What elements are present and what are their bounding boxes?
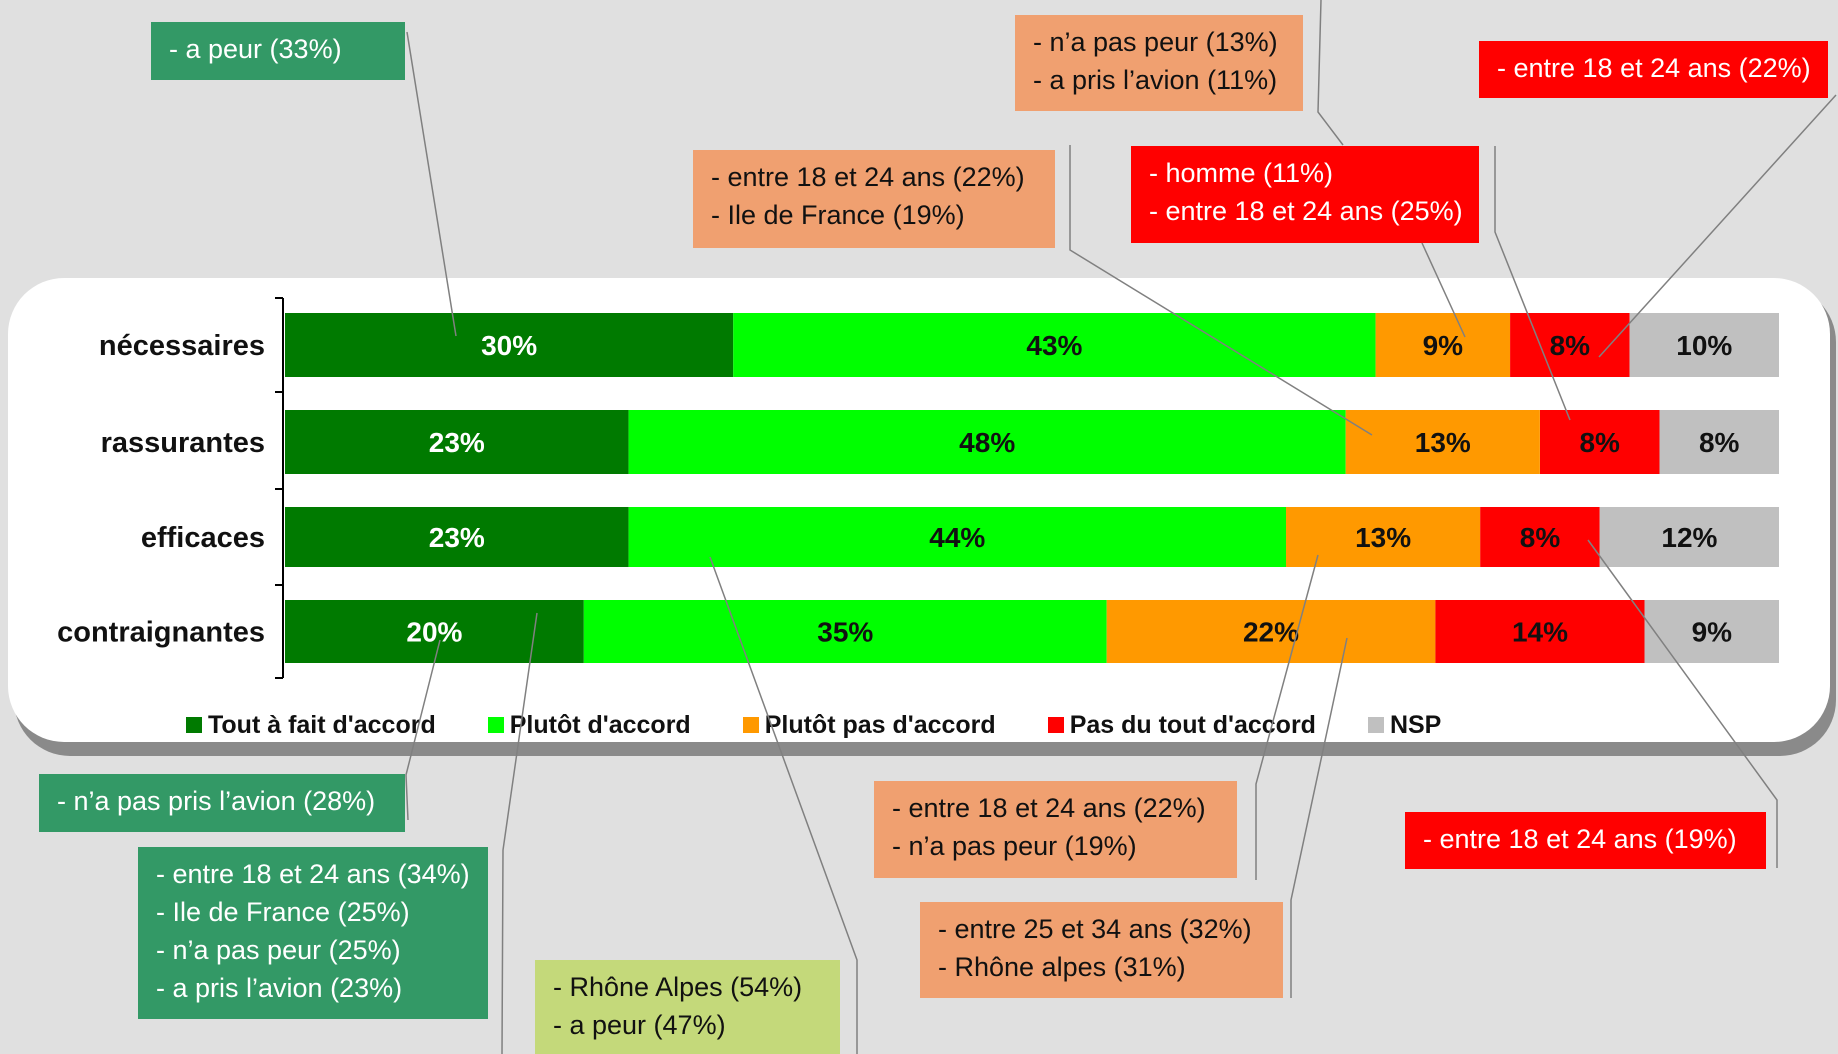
- data-label: 8%: [1579, 427, 1620, 458]
- callout-line: - a pris l’avion (23%): [156, 973, 403, 1003]
- legend-swatch: [186, 717, 202, 733]
- callout-entre-18-24-ile-de-france: - entre 18 et 24 ans (22%) - Ile de Franc…: [693, 150, 1055, 248]
- callout-rhone-alpes: - Rhône Alpes (54%) - a peur (47%): [535, 960, 840, 1054]
- data-label: 13%: [1415, 427, 1471, 458]
- callout-line: - entre 25 et 34 ans (32%): [938, 914, 1252, 944]
- category-label: rassurantes: [101, 427, 265, 459]
- data-label: 35%: [817, 617, 873, 648]
- callout-line: - a pris l’avion (11%): [1033, 65, 1278, 95]
- callout-a-peur: - a peur (33%): [151, 22, 405, 80]
- legend-item: Pas du tout d'accord: [1047, 710, 1316, 740]
- callout-entre-25-34: - entre 25 et 34 ans (32%) - Rhône alpes …: [920, 902, 1283, 998]
- callout-line: - entre 18 et 24 ans (19%): [1423, 824, 1737, 854]
- callout-na-pas-pris-avion: - n’a pas pris l’avion (28%): [39, 774, 405, 832]
- callout-entre-18-24-19: - entre 18 et 24 ans (19%): [1405, 812, 1766, 869]
- data-label: 22%: [1243, 617, 1299, 648]
- data-label: 23%: [429, 427, 485, 458]
- data-label: 9%: [1692, 617, 1733, 648]
- category-axis: nécessaires rassurantes efficaces contraign…: [57, 297, 284, 679]
- data-label: 10%: [1676, 330, 1732, 361]
- callout-line: - n’a pas pris l’avion (28%): [57, 786, 376, 816]
- callout-line: - entre 18 et 24 ans (34%): [156, 859, 470, 889]
- callout-line: - entre 18 et 24 ans (22%): [892, 793, 1206, 823]
- callout-line: - Rhône alpes (31%): [938, 952, 1186, 982]
- callout-line: - n’a pas peur (13%): [1033, 27, 1278, 57]
- category-label: efficaces: [141, 522, 265, 554]
- bars-group: 30% 43% 9% 8% 10% 23% 48% 13% 8% 8% 23% 44% 13% 8% 12%…: [285, 313, 1779, 663]
- legend-swatch: [1367, 717, 1384, 733]
- callout-homme: - homme (11%) - entre 18 et 24 ans (25%): [1131, 146, 1479, 243]
- callout-line: - a peur (47%): [553, 1010, 726, 1040]
- data-label: 14%: [1512, 617, 1568, 648]
- bar-segment: [1659, 410, 1779, 474]
- callout-line: - n’a pas peur (19%): [892, 831, 1137, 861]
- callout-line: - entre 18 et 24 ans (25%): [1149, 196, 1463, 226]
- legend-swatch: [742, 717, 759, 733]
- legend-swatch: [487, 717, 504, 733]
- callout-line: - Ile de France (19%): [711, 200, 965, 230]
- legend-item: Tout à fait d'accord: [186, 711, 436, 740]
- callout-line: - Ile de France (25%): [156, 897, 410, 927]
- data-label: 44%: [929, 522, 985, 553]
- callout-entre-18-24-22-red: - entre 18 et 24 ans (22%): [1479, 41, 1828, 98]
- callout-entre-18-24-34: - entre 18 et 24 ans (34%) - Ile de Franc…: [138, 847, 488, 1019]
- category-label: contraignantes: [57, 617, 265, 649]
- data-label: 30%: [481, 330, 537, 361]
- callout-line: - a peur (33%): [169, 34, 342, 64]
- callout-entre-18-24-na-pas-peur: - entre 18 et 24 ans (22%) - n’a pas peur…: [874, 781, 1237, 878]
- data-label: 8%: [1550, 330, 1591, 361]
- data-label: 12%: [1661, 522, 1717, 553]
- data-label: 13%: [1355, 522, 1411, 553]
- callout-line: - entre 18 et 24 ans (22%): [711, 162, 1025, 192]
- legend-label: Plutôt pas d'accord: [764, 710, 996, 739]
- legend-item: Plutôt pas d'accord: [742, 710, 996, 740]
- legend-label: Plutôt d'accord: [509, 710, 691, 739]
- callout-na-pas-peur-avion: - n’a pas peur (13%) - a pris l’avion (11…: [1015, 15, 1303, 111]
- data-label: 43%: [1026, 330, 1082, 361]
- data-label: 20%: [406, 617, 462, 648]
- legend-item: Plutôt d'accord: [487, 710, 691, 740]
- bar-segment: [285, 410, 629, 474]
- callout-line: - homme (11%): [1149, 158, 1334, 188]
- bar-segment: [1540, 410, 1660, 474]
- legend-swatch: [1047, 717, 1064, 733]
- callout-line: - Rhône Alpes (54%): [553, 972, 803, 1002]
- legend: Tout à fait d'accord Plutôt d'accord Plutô…: [186, 708, 1493, 742]
- bar-segment: [285, 313, 734, 377]
- callout-line: - n’a pas peur (25%): [156, 935, 401, 965]
- data-label: 8%: [1520, 522, 1561, 553]
- legend-label: Pas du tout d'accord: [1069, 710, 1316, 739]
- data-label: 8%: [1699, 427, 1740, 458]
- category-label: nécessaires: [99, 330, 265, 362]
- data-label: 9%: [1423, 330, 1464, 361]
- legend-label: Tout à fait d'accord: [208, 710, 436, 739]
- legend-label: NSP: [1389, 710, 1442, 739]
- data-label: 23%: [429, 522, 485, 553]
- bar-segment: [1345, 410, 1540, 474]
- legend-item: NSP: [1367, 710, 1442, 740]
- callout-line: - entre 18 et 24 ans (22%): [1497, 53, 1811, 83]
- bar-segment: [285, 507, 629, 567]
- bar-segment: [1480, 507, 1600, 567]
- data-label: 48%: [959, 427, 1015, 458]
